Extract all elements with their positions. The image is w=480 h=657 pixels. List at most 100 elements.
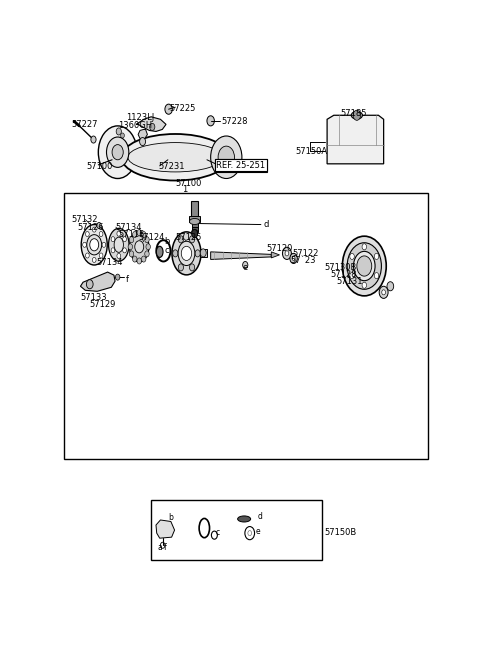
Polygon shape [271, 252, 279, 258]
Bar [200, 249, 206, 257]
Circle shape [178, 264, 183, 271]
Circle shape [374, 273, 379, 279]
Text: 57131: 57131 [336, 277, 362, 286]
Bar [190, 216, 200, 221]
Text: 57`23: 57`23 [290, 256, 315, 265]
Text: 57115: 57115 [119, 230, 145, 238]
Text: REF. 25-251: REF. 25-251 [216, 161, 265, 170]
Text: 57124: 57124 [138, 233, 165, 242]
Polygon shape [327, 115, 384, 164]
Circle shape [243, 261, 248, 269]
Text: 57130B: 57130B [324, 263, 357, 272]
Text: 57134: 57134 [96, 258, 123, 267]
Text: 57132: 57132 [71, 215, 97, 224]
Text: 57134: 57134 [115, 223, 142, 231]
Circle shape [111, 237, 115, 242]
Circle shape [150, 124, 155, 131]
Circle shape [350, 254, 354, 260]
Text: f: f [126, 275, 129, 284]
Text: c: c [216, 528, 220, 537]
Polygon shape [81, 272, 115, 291]
Bar [191, 201, 198, 217]
Text: 57185: 57185 [341, 109, 367, 118]
Circle shape [192, 229, 198, 238]
Circle shape [374, 254, 379, 260]
Polygon shape [136, 117, 166, 131]
Circle shape [362, 244, 367, 250]
Text: 1: 1 [182, 185, 187, 194]
Circle shape [115, 274, 120, 280]
Circle shape [190, 236, 195, 243]
Circle shape [85, 231, 89, 237]
Circle shape [132, 231, 137, 238]
Text: 57120: 57120 [266, 244, 293, 253]
Ellipse shape [121, 134, 229, 181]
Text: 57133: 57133 [81, 293, 107, 302]
Circle shape [111, 248, 115, 253]
Circle shape [173, 250, 178, 257]
Circle shape [145, 251, 149, 257]
Text: d: d [257, 512, 262, 522]
Circle shape [181, 246, 192, 260]
Circle shape [102, 242, 106, 247]
Circle shape [129, 251, 134, 257]
Circle shape [137, 258, 142, 264]
Ellipse shape [192, 229, 198, 234]
Circle shape [200, 249, 206, 257]
Circle shape [285, 251, 289, 256]
Circle shape [290, 254, 297, 263]
Circle shape [135, 240, 144, 253]
Polygon shape [211, 252, 271, 260]
Circle shape [178, 236, 183, 243]
Text: d: d [264, 220, 269, 229]
Ellipse shape [81, 225, 107, 265]
Text: 1360GH: 1360GH [118, 122, 152, 130]
Circle shape [128, 244, 132, 250]
Circle shape [382, 290, 385, 295]
Text: 57100: 57100 [175, 179, 202, 188]
Circle shape [92, 258, 96, 263]
Text: e: e [255, 527, 260, 535]
Circle shape [123, 248, 126, 253]
Text: 57128: 57128 [331, 270, 357, 279]
Text: a: a [157, 543, 162, 553]
Ellipse shape [128, 143, 223, 172]
Bar [64, 193, 428, 459]
Circle shape [165, 104, 172, 114]
Text: b: b [164, 237, 169, 246]
Circle shape [282, 247, 291, 260]
Text: 57227: 57227 [71, 120, 97, 129]
Text: 57122: 57122 [292, 249, 319, 258]
Polygon shape [156, 520, 175, 538]
Circle shape [195, 250, 200, 257]
Ellipse shape [87, 235, 102, 255]
Circle shape [137, 229, 142, 236]
Ellipse shape [130, 232, 149, 262]
Ellipse shape [114, 237, 123, 252]
Circle shape [99, 231, 103, 237]
Circle shape [85, 253, 89, 258]
Circle shape [116, 128, 121, 135]
Bar [192, 227, 198, 232]
Ellipse shape [351, 112, 362, 119]
Ellipse shape [156, 246, 163, 258]
Circle shape [98, 126, 137, 179]
Text: 57231: 57231 [158, 162, 185, 171]
Circle shape [207, 116, 215, 126]
Circle shape [99, 253, 103, 258]
Ellipse shape [347, 242, 382, 289]
Text: 1123LJ: 1123LJ [126, 113, 155, 122]
Circle shape [132, 256, 137, 262]
Circle shape [91, 136, 96, 143]
Circle shape [292, 256, 295, 260]
Bar [192, 221, 198, 227]
Text: REF. 25-251: REF. 25-251 [216, 161, 265, 170]
Circle shape [145, 237, 149, 242]
Text: 57228: 57228 [222, 118, 248, 126]
Circle shape [120, 133, 124, 138]
Circle shape [90, 238, 99, 251]
Circle shape [387, 282, 394, 291]
Circle shape [350, 273, 354, 279]
Circle shape [379, 286, 388, 298]
Circle shape [142, 256, 146, 262]
